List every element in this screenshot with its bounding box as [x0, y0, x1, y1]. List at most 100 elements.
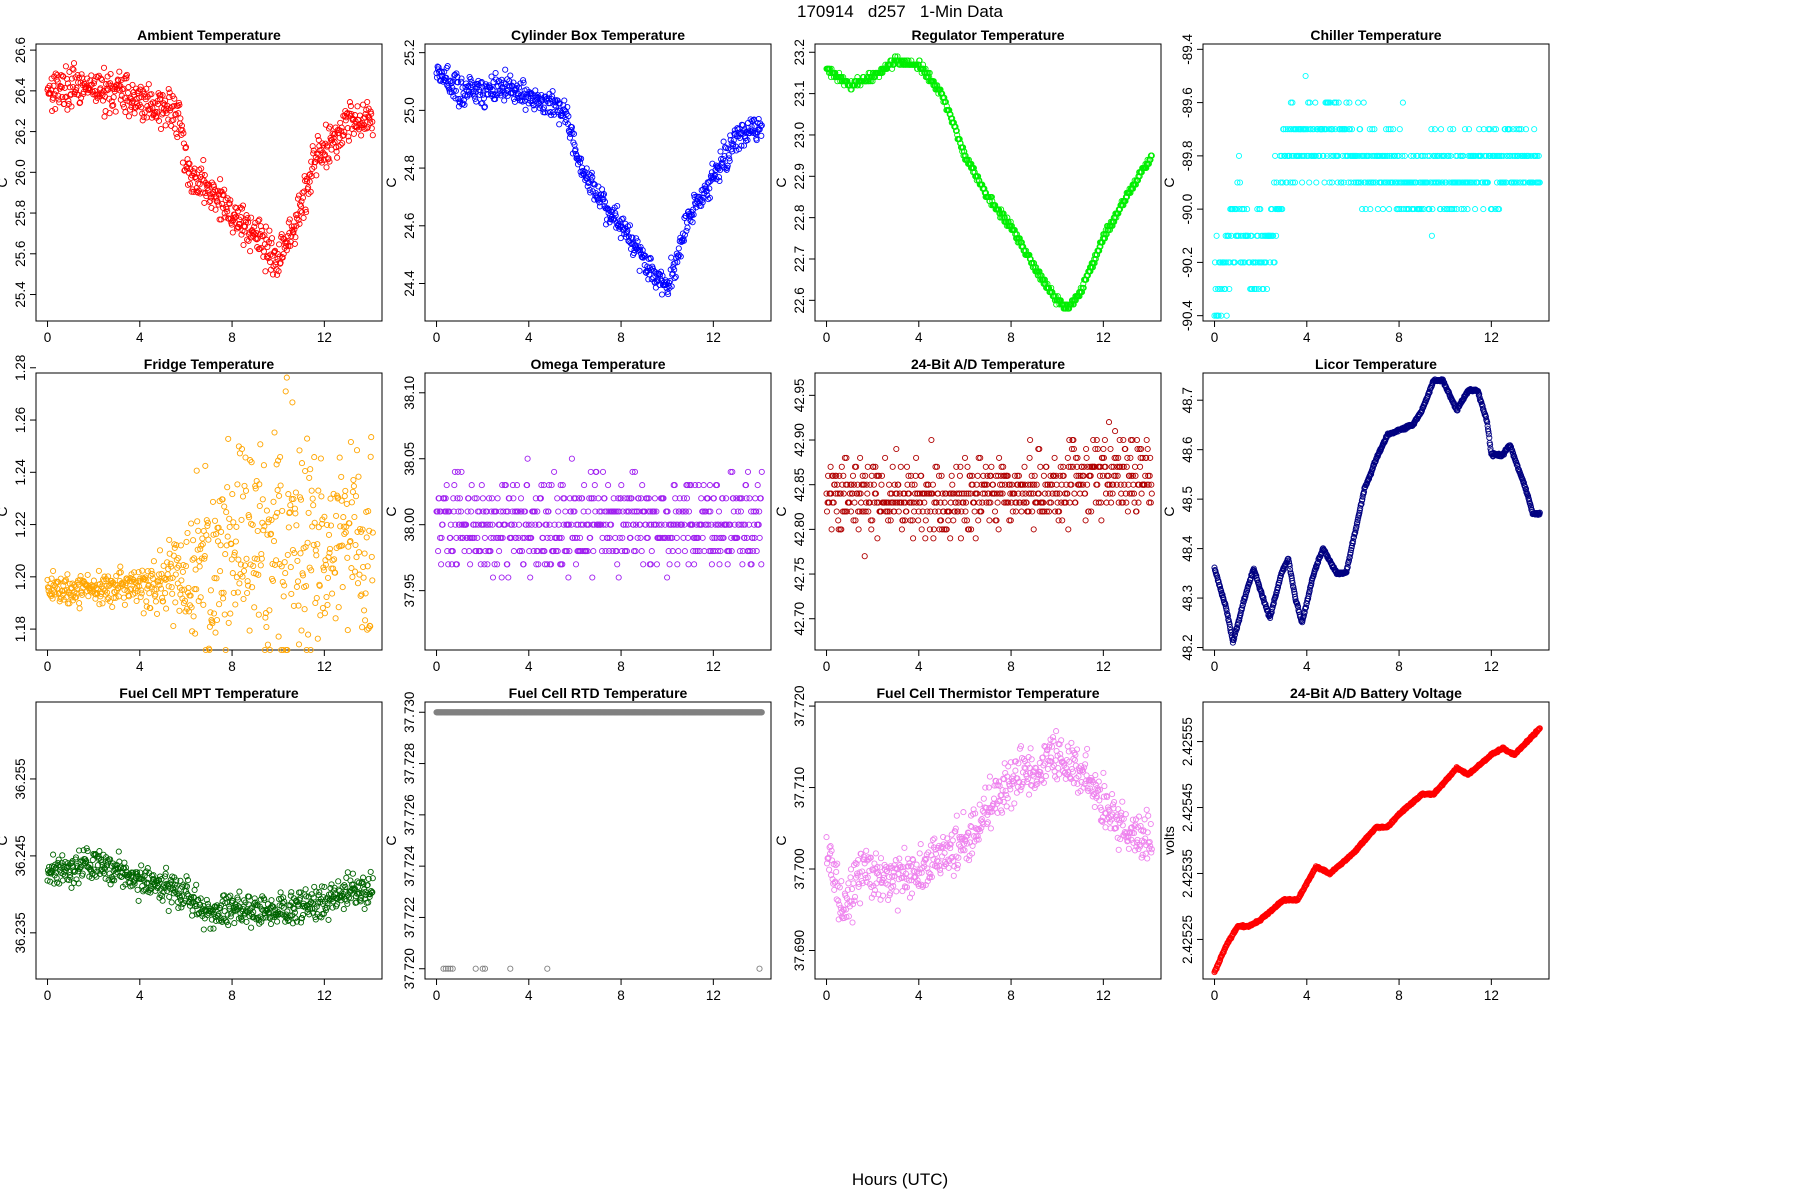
data-point — [676, 495, 683, 502]
data-point — [644, 534, 651, 541]
data-point — [1440, 152, 1447, 159]
data-point — [1497, 179, 1504, 186]
data-point — [663, 508, 670, 515]
data-point — [263, 507, 270, 514]
data-point — [1040, 280, 1047, 287]
data-point — [1486, 126, 1493, 133]
data-point — [1312, 99, 1319, 106]
data-point — [1355, 99, 1362, 106]
data-point — [742, 482, 750, 489]
data-point — [553, 97, 560, 104]
data-point — [146, 106, 153, 113]
data-point — [555, 107, 562, 114]
data-point — [942, 526, 949, 533]
data-point — [143, 598, 150, 605]
data-point — [190, 537, 197, 544]
data-point — [477, 79, 484, 86]
data-point — [44, 84, 52, 92]
panel-title: Ambient Temperature — [137, 27, 281, 43]
data-point — [265, 516, 272, 523]
data-point — [1063, 490, 1070, 497]
data-point — [281, 582, 288, 589]
data-point — [531, 106, 538, 113]
data-point — [101, 93, 109, 100]
data-point — [86, 586, 93, 594]
data-point — [683, 227, 690, 234]
data-point — [951, 123, 958, 130]
data-point — [568, 124, 575, 131]
data-point — [1031, 481, 1038, 488]
data-point — [1024, 251, 1031, 258]
data-point — [1465, 126, 1473, 133]
data-point — [713, 163, 721, 170]
data-point — [353, 123, 360, 130]
data-point — [558, 111, 565, 118]
data-point — [708, 561, 715, 568]
data-point — [643, 269, 650, 276]
data-point — [902, 499, 909, 506]
data-point — [1120, 436, 1127, 444]
data-point — [600, 196, 607, 203]
data-point — [62, 63, 69, 70]
data-point — [1005, 499, 1012, 506]
data-point — [930, 78, 937, 85]
data-point — [877, 508, 885, 515]
data-point — [986, 472, 993, 479]
data-point — [1111, 472, 1118, 479]
data-point — [1051, 293, 1058, 300]
data-point — [1104, 222, 1111, 229]
data-point — [1085, 268, 1092, 275]
data-point — [1303, 126, 1310, 133]
data-point — [210, 181, 217, 188]
data-point — [953, 463, 960, 470]
data-point — [442, 495, 449, 502]
data-point — [1028, 490, 1035, 497]
data-point — [1491, 152, 1498, 159]
data-point — [1260, 285, 1267, 293]
data-point — [758, 122, 765, 129]
data-point — [1066, 301, 1073, 308]
data-point — [943, 107, 950, 114]
data-point — [658, 521, 665, 528]
data-point — [496, 521, 503, 528]
data-point — [1244, 587, 1251, 594]
data-point — [893, 490, 900, 497]
data-point — [123, 75, 130, 82]
data-point — [1241, 594, 1249, 601]
data-point — [456, 98, 463, 105]
data-point — [1061, 301, 1068, 308]
data-point — [1254, 576, 1261, 583]
data-point — [1018, 481, 1026, 488]
data-point — [704, 495, 711, 502]
data-point — [1268, 608, 1275, 616]
data-point — [577, 159, 584, 166]
data-point — [302, 177, 309, 184]
data-point — [622, 548, 629, 555]
data-point — [993, 517, 1000, 524]
data-point — [455, 103, 462, 110]
data-point — [1034, 268, 1041, 275]
data-point — [337, 543, 344, 550]
data-point — [192, 566, 199, 573]
data-point — [206, 198, 213, 206]
data-point — [440, 495, 447, 502]
data-point — [1493, 152, 1500, 159]
data-point — [715, 165, 722, 172]
data-point — [84, 571, 91, 578]
data-point — [683, 219, 691, 226]
data-point — [541, 548, 548, 555]
data-point — [567, 130, 574, 138]
data-point — [684, 224, 691, 231]
data-point — [110, 102, 117, 109]
data-point — [223, 509, 230, 516]
data-point — [1404, 206, 1411, 213]
data-point — [169, 574, 176, 581]
data-point — [1346, 126, 1353, 133]
data-point — [1485, 126, 1492, 133]
data-point — [569, 534, 576, 541]
data-point — [886, 508, 893, 515]
data-point — [361, 121, 368, 129]
data-point — [166, 536, 173, 543]
data-point — [703, 188, 710, 195]
data-point — [962, 499, 970, 506]
